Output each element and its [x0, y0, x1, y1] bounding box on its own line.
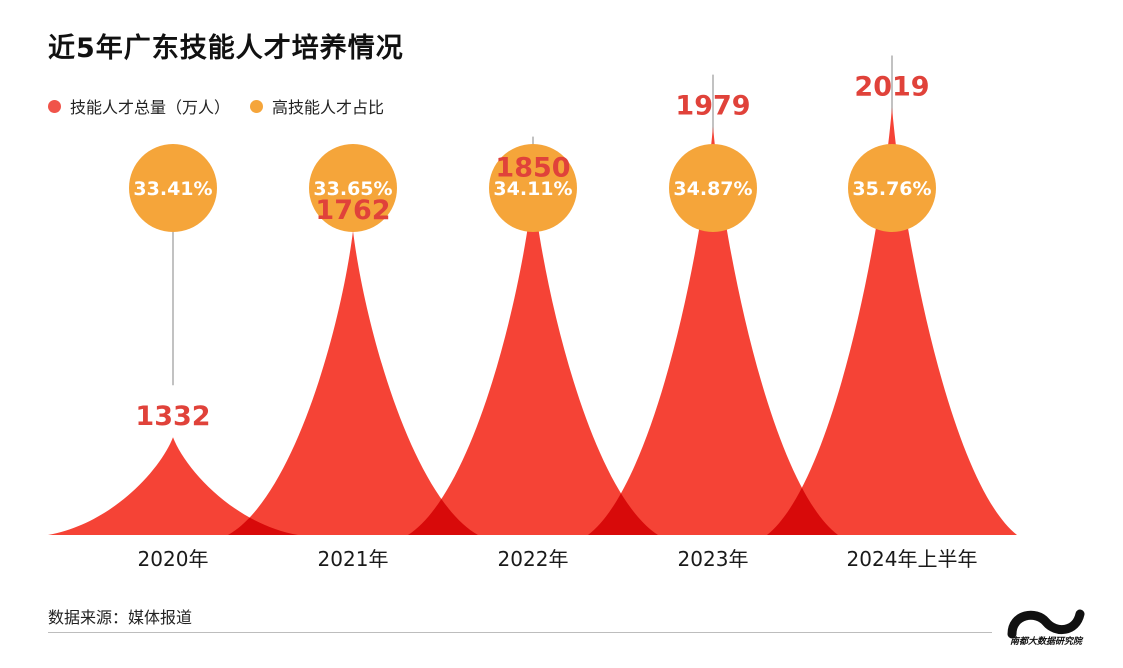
category-label-1: 2020年 [138, 547, 209, 571]
ratio-value-label-2: 33.65% [313, 178, 392, 200]
peak-5 [767, 107, 1017, 535]
legend-item-ratio: 高技能人才占比 [250, 94, 384, 118]
peak-1 [48, 437, 298, 535]
total-value-label-5: 2019 [854, 71, 929, 102]
legend: 技能人才总量（万人） 高技能人才占比 [48, 94, 404, 118]
ratio-bubble-5 [848, 144, 936, 232]
ratio-bubble-1 [129, 144, 217, 232]
ratio-bubble-2 [309, 144, 397, 232]
source-note: 数据来源：媒体报道 [48, 608, 193, 627]
peak-series [48, 107, 1017, 536]
labels: 1332 2020年 1762 2021年 1850 2022年 1979 2023年 2019… [135, 71, 977, 571]
ratio-bubbles: 33.41% 33.65% 34.11% 34.87% 35.76% [129, 144, 936, 232]
total-value-label-1: 1332 [135, 401, 210, 432]
legend-label-total: 技能人才总量（万人） [70, 98, 231, 117]
ratio-bubble-4 [669, 144, 757, 232]
category-label-5: 2024年上半年 [847, 547, 978, 571]
ratio-value-label-4: 34.87% [673, 178, 752, 200]
total-value-label-3: 1850 [495, 153, 570, 184]
ratio-bubble-3 [489, 144, 577, 232]
ratio-value-label-1: 33.41% [133, 178, 212, 200]
peak-4 [588, 126, 838, 536]
brand-logo-icon [1007, 609, 1085, 639]
peak-2 [228, 230, 478, 535]
legend-swatch-total [48, 99, 61, 113]
ratio-value-label-3: 34.11% [493, 178, 572, 200]
legend-item-total: 技能人才总量（万人） [48, 94, 230, 118]
category-label-2: 2021年 [318, 547, 389, 571]
ratio-value-label-5: 35.76% [852, 178, 931, 200]
source-divider [48, 632, 992, 633]
category-label-3: 2022年 [498, 547, 569, 571]
legend-label-ratio: 高技能人才占比 [272, 98, 385, 117]
brand-logo-text: 南都大数据研究院 [1009, 637, 1082, 647]
chart-title: 近5年广东技能人才培养情况 [48, 33, 404, 64]
total-value-label-2: 1762 [315, 195, 390, 226]
total-value-label-4: 1979 [675, 91, 750, 122]
legend-swatch-ratio [250, 99, 264, 113]
category-label-4: 2023年 [678, 547, 749, 571]
peak-3 [408, 188, 658, 535]
